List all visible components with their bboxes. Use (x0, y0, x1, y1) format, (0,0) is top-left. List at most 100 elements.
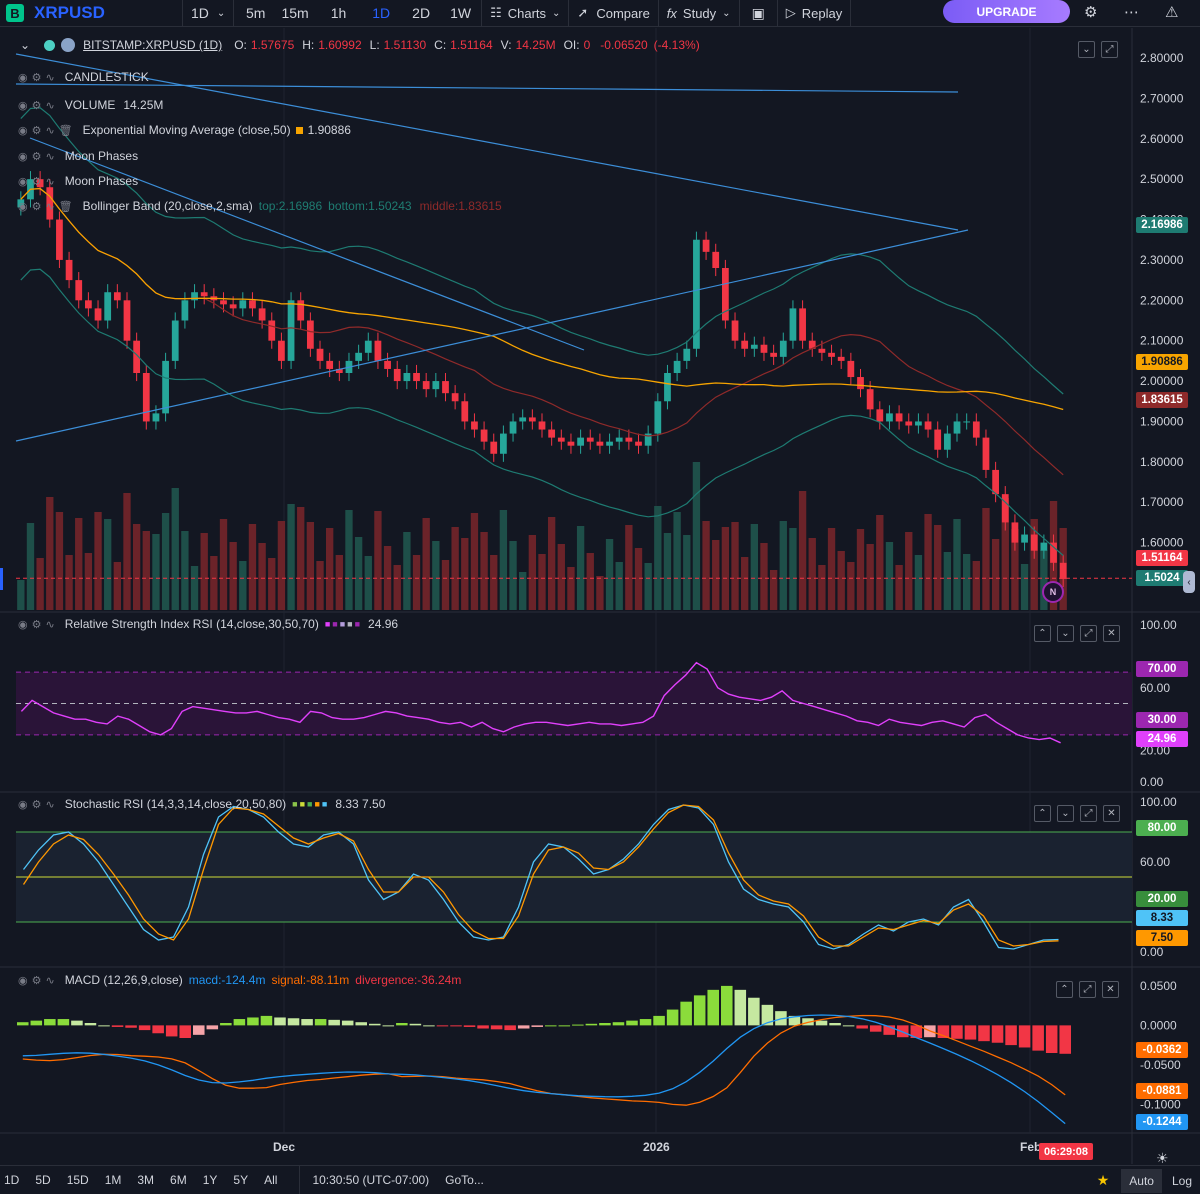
study-label: Study (682, 5, 717, 21)
chart-area[interactable]: 2.800002.700002.600002.500002.400002.300… (0, 28, 1200, 1164)
volume-bar (161, 513, 170, 610)
candle-body (1021, 534, 1028, 543)
chevron-down-icon[interactable]: ⌄ (1078, 41, 1095, 58)
interval-dropdown[interactable]: 1D ⌄ (183, 0, 233, 27)
maximize-icon[interactable]: ⤢ (1080, 625, 1097, 642)
range-3m[interactable]: 3M (137, 1173, 155, 1187)
eye-icon[interactable]: ◉⚙∿ (18, 798, 59, 811)
macd-histogram-bar (382, 1025, 395, 1027)
eye-icon[interactable]: ◉⚙∿ (18, 175, 59, 188)
interval-1w[interactable]: 1W (450, 5, 472, 21)
chevron-down-icon[interactable]: ⌄ (1057, 805, 1074, 822)
volume-bar (818, 565, 826, 610)
volume-bar (316, 561, 324, 610)
volume-bar (1030, 519, 1038, 610)
more-icon[interactable]: ⋯ (1124, 4, 1139, 21)
chevron-up-icon[interactable]: ⌃ (1034, 625, 1051, 642)
upgrade-button[interactable]: UPGRADE (943, 0, 1070, 23)
range-1m[interactable]: 1M (104, 1173, 122, 1187)
maximize-icon[interactable]: ⤢ (1101, 41, 1118, 58)
volume-bar (248, 524, 257, 610)
legend-macd[interactable]: ◉⚙∿ MACD (12,26,9,close) macd:-124.4m si… (18, 973, 461, 987)
close-icon[interactable]: ✕ (1103, 625, 1120, 642)
maximize-icon[interactable]: ⤢ (1079, 981, 1096, 998)
candle-body (413, 373, 420, 382)
legend-moon-1[interactable]: ◉⚙∿ Moon Phases (18, 149, 138, 163)
candlestick-label: CANDLESTICK (64, 70, 149, 84)
candle-body (123, 300, 131, 341)
range-5y[interactable]: 5Y (233, 1173, 249, 1187)
candle-body (586, 437, 594, 442)
theme-toggle-icon[interactable]: ☀ (1156, 1150, 1169, 1166)
bb-bottom-tag: 1.5024 (1136, 570, 1188, 586)
interval-5m[interactable]: 5m (246, 5, 266, 21)
candle-body (239, 300, 247, 309)
news-marker[interactable]: N (1042, 581, 1064, 603)
study-button[interactable]: fx Study ⌄ (659, 0, 739, 27)
goto-button[interactable]: GoTo... (445, 1173, 484, 1187)
volume-bar (306, 522, 315, 610)
star-icon[interactable]: ★ (1096, 1172, 1110, 1188)
range-15d[interactable]: 15D (66, 1173, 89, 1187)
chevron-up-icon[interactable]: ⌃ (1056, 981, 1073, 998)
eye-icon[interactable]: ◉⚙∿ (18, 99, 59, 112)
scroll-right-button[interactable]: ‹ (1183, 571, 1195, 593)
close-icon[interactable]: ✕ (1102, 981, 1119, 998)
chevron-down-icon[interactable]: ⌄ (1057, 625, 1074, 642)
bollinger-lower-line (20, 268, 1064, 556)
chevron-up-icon[interactable]: ⌃ (1034, 805, 1051, 822)
eye-icon[interactable]: ◉⚙∿🗑 (18, 124, 77, 137)
range-5d[interactable]: 5D (35, 1173, 51, 1187)
left-edge-handle[interactable] (0, 568, 3, 590)
volume-bar (461, 538, 469, 610)
eye-icon[interactable]: ◉⚙∿ (18, 71, 59, 84)
legend-ema[interactable]: ◉⚙∿🗑 Exponential Moving Average (close,5… (18, 123, 351, 137)
countdown-badge: 06:29:08 (1039, 1143, 1093, 1160)
chart-canvas[interactable]: 2.800002.700002.600002.500002.400002.300… (0, 28, 1200, 1164)
stoch-rsi-value: 8.33 7.50 (335, 797, 386, 811)
interval-1h[interactable]: 1h (330, 5, 347, 21)
legend-symbol[interactable]: BITSTAMP:XRPUSD (1D) (83, 38, 223, 52)
auto-scale-button[interactable]: Auto (1121, 1168, 1162, 1193)
eye-icon[interactable]: ◉⚙∿ (18, 150, 59, 163)
legend-bollinger[interactable]: ◉⚙∿🗑 Bollinger Band (20,close,2,sma) top… (18, 199, 502, 213)
volume-value: 14.25M (515, 38, 556, 52)
volume-bar (335, 555, 343, 610)
eye-icon[interactable]: ◉⚙∿🗑 (18, 200, 77, 213)
candle-body (808, 340, 816, 349)
range-6m[interactable]: 6M (170, 1173, 187, 1187)
replay-button[interactable]: ▷ Replay (778, 0, 850, 27)
candle-body (779, 340, 787, 357)
close-icon[interactable]: ✕ (1103, 805, 1120, 822)
volume-bar (1040, 550, 1048, 610)
range-all[interactable]: All (264, 1173, 278, 1187)
eye-icon[interactable]: ◉⚙∿ (18, 618, 59, 631)
collapse-icon[interactable]: ⌄ (20, 38, 31, 52)
maximize-icon[interactable]: ⤢ (1080, 805, 1097, 822)
macd-histogram-bar (328, 1019, 340, 1026)
candle-body (963, 421, 971, 423)
ema-value: 1.90886 (307, 123, 351, 137)
trendline-channel (29, 137, 585, 351)
legend-stoch-rsi[interactable]: ◉⚙∿ Stochastic RSI (14,3,3,14,close,20,5… (18, 797, 385, 811)
interval-2d[interactable]: 2D (412, 5, 431, 21)
compare-button[interactable]: ➚ Compare (569, 0, 657, 27)
interval-1d[interactable]: 1D (372, 5, 391, 21)
range-1y[interactable]: 1Y (202, 1173, 218, 1187)
legend-candlestick[interactable]: ◉⚙∿ CANDLESTICK (18, 70, 149, 84)
warning-icon[interactable]: ⚠ (1165, 4, 1179, 21)
legend-moon-2[interactable]: ◉⚙∿ Moon Phases (18, 174, 138, 188)
symbol-search[interactable]: XRPUSD (34, 3, 105, 22)
macd-histogram-bar (545, 1025, 557, 1027)
eye-icon[interactable]: ◉⚙∿ (18, 974, 59, 987)
log-scale-button[interactable]: Log (1171, 1173, 1192, 1188)
interval-15m[interactable]: 15m (281, 5, 309, 21)
legend-volume[interactable]: ◉⚙∿ VOLUME 14.25M (18, 98, 163, 112)
charts-button[interactable]: ☷ Charts ⌄ (482, 0, 568, 27)
legend-rsi[interactable]: ◉⚙∿ Relative Strength Index RSI (14,clos… (18, 617, 398, 631)
gear-icon[interactable]: ⚙ (1084, 4, 1098, 21)
camera-icon[interactable]: ▣ (751, 4, 765, 21)
bollinger-middle: middle:1.83615 (419, 199, 502, 213)
range-1d[interactable]: 1D (4, 1173, 20, 1187)
clock-display[interactable]: 10:30:50 (UTC-07:00) (312, 1173, 430, 1187)
